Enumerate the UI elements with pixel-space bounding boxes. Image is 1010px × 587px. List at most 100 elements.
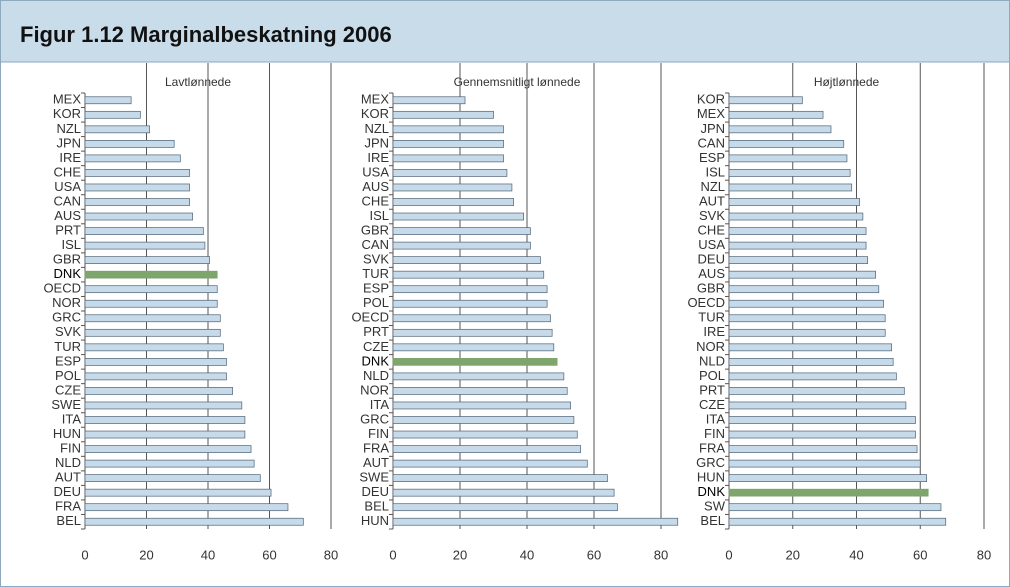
y-tick-label: ESP: [363, 281, 389, 296]
bar: [728, 256, 869, 264]
bar: [728, 343, 892, 352]
bar: [728, 430, 916, 439]
bar: [728, 474, 927, 482]
bar: [728, 241, 867, 250]
bar: [728, 372, 897, 381]
bar: [84, 198, 190, 206]
bar: [728, 416, 916, 424]
bar: [84, 270, 218, 279]
y-tick-label: CHE: [54, 164, 82, 179]
bar: [84, 488, 272, 497]
y-tick-label: MEX: [361, 92, 390, 107]
bar: [392, 387, 568, 395]
y-tick-label: KOR: [53, 106, 81, 121]
y-tick-label: BEL: [56, 513, 81, 528]
y-tick-label: HUN: [53, 426, 81, 441]
y-tick-label: GRC: [52, 310, 81, 325]
bar: [84, 154, 181, 163]
bar: [728, 285, 880, 294]
bar: [728, 488, 929, 497]
y-tick-label: CAN: [362, 237, 389, 252]
y-tick-label: BEL: [700, 513, 725, 528]
y-tick-label: ISL: [369, 208, 389, 223]
y-tick-label: JPN: [364, 135, 389, 150]
y-tick-label: ITA: [62, 411, 82, 426]
y-tick-label: PRT: [699, 382, 725, 397]
y-tick-label: NZL: [364, 121, 389, 136]
bar: [84, 299, 218, 308]
bar: [392, 140, 504, 148]
bar: [392, 517, 679, 526]
y-tick-label: CHE: [362, 193, 390, 208]
bar: [84, 474, 261, 482]
y-tick-label: DEU: [54, 484, 81, 499]
x-tick-label: 60: [587, 547, 601, 562]
y-tick-label: TUR: [362, 266, 389, 281]
y-tick-label: FRA: [363, 441, 389, 456]
y-tick-label: POL: [55, 368, 81, 383]
bar: [392, 227, 531, 235]
x-tick-label: 20: [139, 547, 153, 562]
bar: [392, 285, 548, 294]
y-tick-label: USA: [698, 237, 725, 252]
bar: [392, 445, 581, 453]
y-tick-label: SVK: [363, 252, 389, 267]
x-tick-label: 0: [725, 547, 732, 562]
bar: [84, 125, 150, 134]
y-tick-label: NOR: [360, 382, 389, 397]
bar: [84, 140, 175, 148]
y-tick-label: ITA: [370, 397, 390, 412]
bar: [84, 358, 227, 366]
header-band: [1, 1, 1009, 62]
bar: [84, 503, 289, 512]
bar: [392, 459, 588, 468]
y-tick-label: NOR: [52, 295, 81, 310]
y-tick-label: OECD: [43, 281, 81, 296]
y-tick-label: PRT: [363, 324, 389, 339]
bar: [392, 430, 578, 439]
x-tick-label: 40: [520, 547, 534, 562]
y-tick-label: GBR: [361, 223, 389, 238]
bar: [392, 372, 565, 381]
bar: [84, 517, 304, 526]
y-tick-label: AUS: [54, 208, 81, 223]
bar: [84, 416, 246, 424]
y-tick-label: CHE: [698, 223, 726, 238]
bar: [392, 241, 531, 250]
bar: [392, 270, 545, 279]
y-tick-label: POL: [363, 295, 389, 310]
y-tick-label: FRA: [55, 499, 81, 514]
bar: [728, 169, 851, 177]
bar: [728, 198, 861, 206]
y-tick-label: ISL: [705, 164, 725, 179]
y-tick-label: SWE: [359, 470, 389, 485]
bar: [84, 387, 233, 395]
bar: [392, 154, 504, 163]
y-tick-label: USA: [54, 179, 81, 194]
y-tick-label: CZE: [363, 339, 389, 354]
bar: [728, 140, 845, 148]
bar: [84, 212, 193, 221]
y-tick-label: SVK: [55, 324, 81, 339]
y-tick-label: AUS: [362, 179, 389, 194]
y-tick-label: DEU: [698, 252, 725, 267]
x-tick-label: 60: [913, 547, 927, 562]
bar: [728, 517, 947, 526]
bar: [728, 387, 905, 395]
bar: [84, 459, 255, 468]
x-tick-label: 40: [201, 547, 215, 562]
y-tick-label: FIN: [704, 426, 725, 441]
panel-title: Gennemsnitligt lønnede: [454, 75, 581, 89]
y-tick-label: CAN: [54, 193, 81, 208]
x-tick-label: 40: [849, 547, 863, 562]
y-tick-label: IRE: [703, 324, 725, 339]
y-tick-label: POL: [699, 368, 725, 383]
bar: [392, 488, 615, 497]
bar: [84, 96, 132, 105]
bar: [84, 241, 206, 250]
y-tick-label: MEX: [53, 92, 82, 107]
x-tick-label: 80: [324, 547, 338, 562]
bar: [84, 430, 246, 439]
bar: [392, 110, 494, 119]
